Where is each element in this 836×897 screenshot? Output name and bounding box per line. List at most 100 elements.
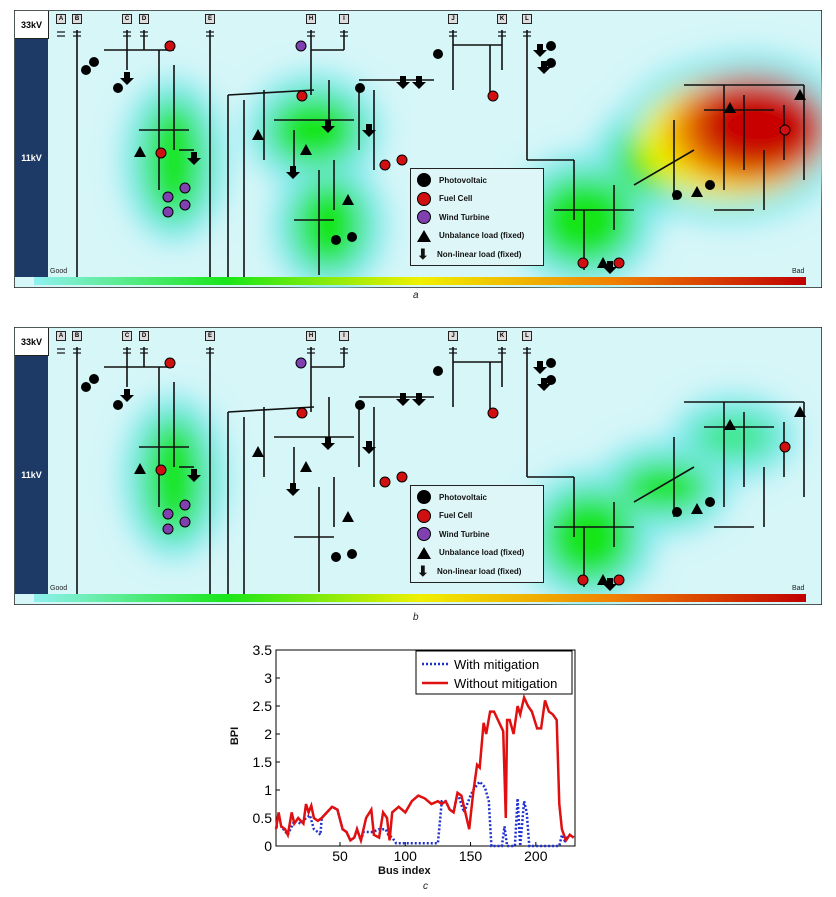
- x-tick-label: 50: [332, 848, 348, 864]
- feeder-tag-d: D: [139, 14, 149, 24]
- photovoltaic-icon: [89, 374, 99, 384]
- wind-turbine-icon: [179, 516, 191, 528]
- feeder-tag-b: B: [72, 331, 82, 341]
- non-linear-load-icon: [412, 393, 426, 406]
- wind-turbine-icon: [295, 357, 307, 369]
- wind-turbine-icon: [162, 206, 174, 218]
- fuel-cell-icon: [577, 574, 589, 586]
- legend-item: Wind Turbine: [417, 209, 489, 225]
- fuel-cell-icon: [155, 464, 167, 476]
- wind-turbine-icon: [162, 523, 174, 535]
- voltage-label-33kv: 33kV: [15, 11, 49, 39]
- feeder-tag-d: D: [139, 331, 149, 341]
- unbalance-load-icon: [597, 257, 609, 268]
- wind-turbine-icon: [179, 499, 191, 511]
- diagram-legend: Photovoltaic Fuel Cell Wind Turbine Unbalan…: [410, 485, 544, 583]
- heat-region: [269, 95, 359, 165]
- fuel-cell-icon: [613, 574, 625, 586]
- photovoltaic-icon: [81, 65, 91, 75]
- unbalance-load-icon: [691, 186, 703, 197]
- wind-turbine-icon: [162, 508, 174, 520]
- y-tick-label: 2.5: [253, 698, 273, 714]
- heat-region: [694, 80, 822, 170]
- fuel-cell-icon: [379, 476, 391, 488]
- colorbar-good-label: Good: [50, 585, 68, 592]
- non-linear-load-icon: [533, 361, 547, 374]
- feeder-tag-e: E: [205, 14, 215, 24]
- fuel-cell-icon: [779, 124, 791, 136]
- fuel-cell-icon: [577, 257, 589, 269]
- legend-item: Unbalance load (fixed): [417, 545, 524, 561]
- non-linear-load-icon: [396, 393, 410, 406]
- non-linear-load-icon: [362, 124, 376, 137]
- black-circle-icon: [417, 173, 431, 187]
- photovoltaic-icon: [331, 552, 341, 562]
- photovoltaic-icon: [546, 41, 556, 51]
- photovoltaic-icon: [113, 83, 123, 93]
- feeder-line: [633, 149, 695, 186]
- purple-circle-icon: [417, 527, 431, 541]
- fuel-cell-icon: [164, 40, 176, 52]
- y-tick-label: 1.5: [253, 754, 273, 770]
- voltage-label-11kv: 11kV: [15, 39, 48, 277]
- legend-label: Wind Turbine: [439, 212, 490, 222]
- legend-item: Fuel Cell: [417, 191, 472, 207]
- non-linear-load-icon: [362, 441, 376, 454]
- fuel-cell-icon: [396, 154, 408, 166]
- feeder-line: [227, 89, 315, 96]
- red-circle-icon: [417, 508, 431, 523]
- photovoltaic-icon: [705, 180, 715, 190]
- feeder-tag-l: L: [522, 331, 532, 341]
- fuel-cell-icon: [155, 147, 167, 159]
- y-tick-label: 3: [264, 670, 272, 686]
- feeder-tag-j: J: [448, 14, 458, 24]
- feeder-tag-h: H: [306, 14, 316, 24]
- photovoltaic-icon: [81, 382, 91, 392]
- fuel-cell-icon: [379, 159, 391, 171]
- heat-region: [544, 492, 634, 582]
- non-linear-load-icon: [603, 578, 617, 591]
- voltage-label-11kv: 11kV: [15, 356, 48, 594]
- non-linear-load-icon: [603, 261, 617, 274]
- wind-turbine-icon: [179, 182, 191, 194]
- photovoltaic-icon: [672, 190, 682, 200]
- legend-entry: Without mitigation: [454, 676, 557, 691]
- x-tick-label: 100: [394, 848, 418, 864]
- unbalance-load-icon: [252, 446, 264, 457]
- photovoltaic-icon: [433, 366, 443, 376]
- wind-turbine-icon: [162, 191, 174, 203]
- diagram-legend: Photovoltaic Fuel Cell Wind Turbine Unbalan…: [410, 168, 544, 266]
- x-axis-label: Bus index: [378, 865, 431, 877]
- non-linear-load-icon: [321, 437, 335, 450]
- unbalance-load-icon: [597, 574, 609, 585]
- non-linear-load-icon: [537, 61, 551, 74]
- down-arrow-icon: ⬇: [417, 563, 429, 579]
- legend-entry: With mitigation: [454, 657, 539, 672]
- legend-label: Non-linear load (fixed): [437, 566, 522, 576]
- feeder-tag-a: A: [56, 331, 66, 341]
- fuel-cell-icon: [613, 257, 625, 269]
- legend-label: Fuel Cell: [439, 511, 473, 520]
- feeder-tag-c: C: [122, 14, 132, 24]
- series-line-with-mitigation: [276, 779, 575, 848]
- photovoltaic-icon: [433, 49, 443, 59]
- feeder-line: [633, 466, 695, 503]
- legend-item: Photovoltaic: [417, 172, 487, 188]
- photovoltaic-icon: [672, 507, 682, 517]
- legend-label: Photovoltaic: [439, 492, 488, 502]
- wind-turbine-icon: [295, 40, 307, 52]
- y-tick-label: 2: [264, 726, 272, 742]
- unbalance-load-icon: [342, 194, 354, 205]
- subfigure-label-c: c: [423, 881, 428, 892]
- non-linear-load-icon: [187, 469, 201, 482]
- legend-item: Fuel Cell: [417, 508, 472, 524]
- photovoltaic-icon: [355, 83, 365, 93]
- colorbar: [34, 594, 806, 602]
- non-linear-load-icon: [286, 483, 300, 496]
- unbalance-load-icon: [724, 102, 736, 113]
- fuel-cell-icon: [487, 407, 499, 419]
- unbalance-load-icon: [300, 461, 312, 472]
- network-heatmap-b: 33kV 11kV A B C D E H I J K L Good Bad Photovoltaic Fue…: [14, 327, 822, 605]
- colorbar-good-label: Good: [50, 268, 68, 275]
